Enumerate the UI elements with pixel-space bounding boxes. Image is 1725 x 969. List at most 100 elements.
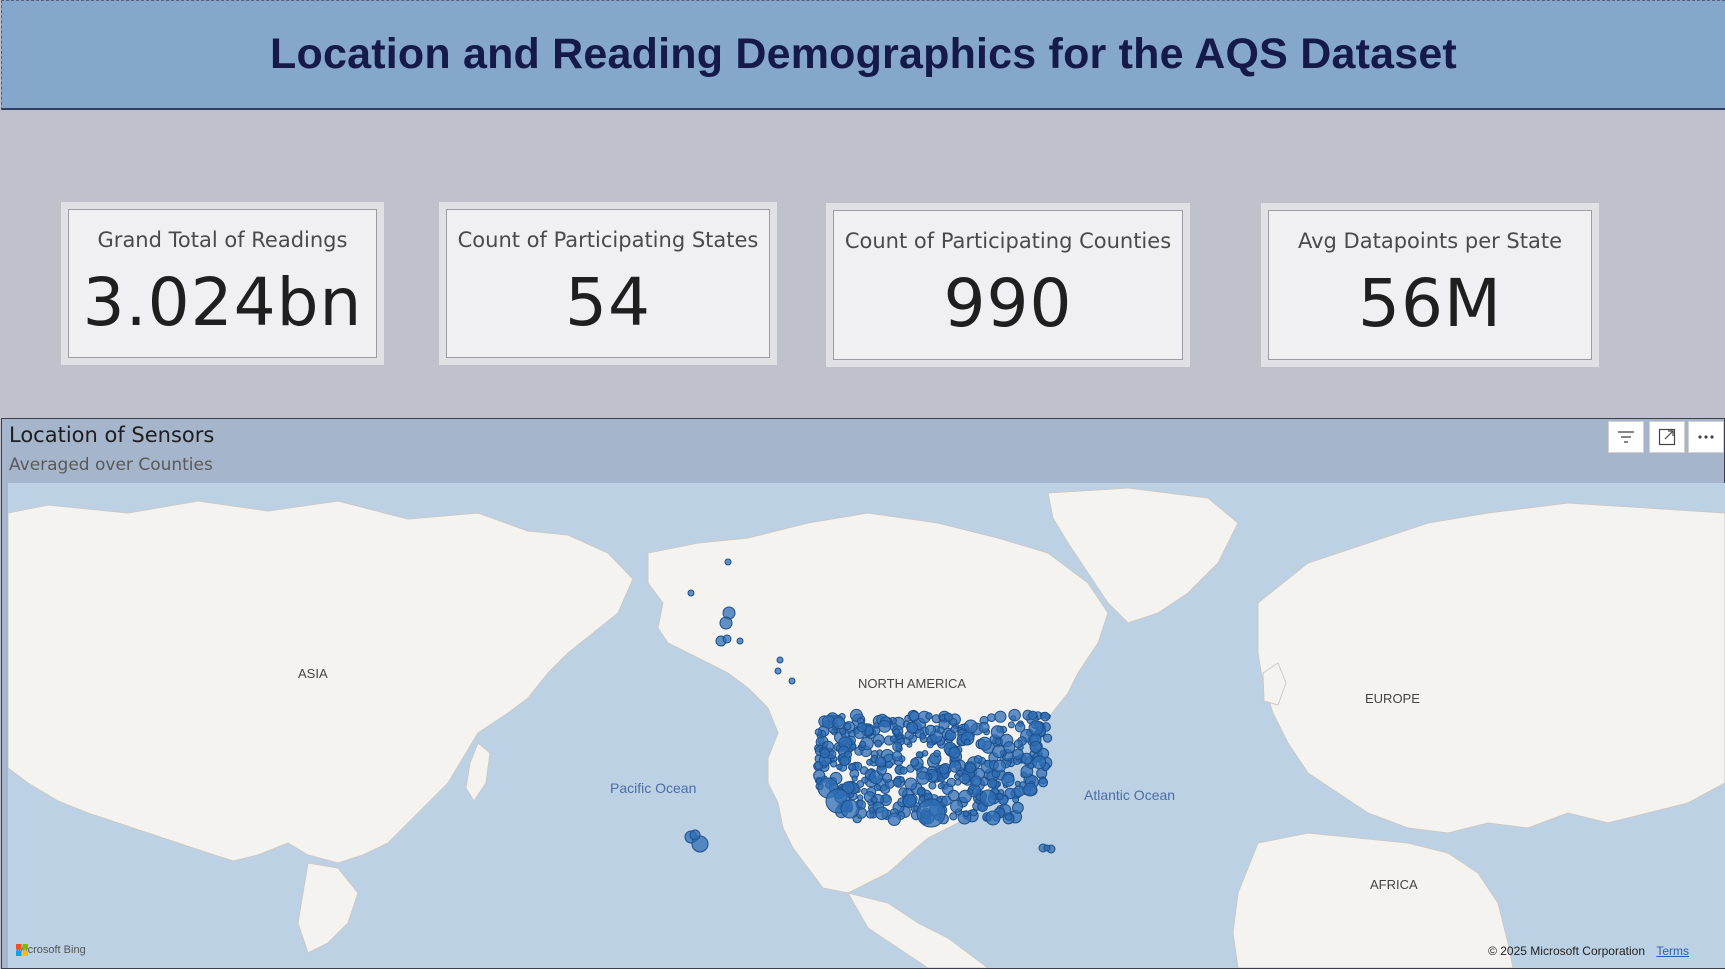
- sensor-bubble[interactable]: [948, 746, 961, 759]
- sensor-bubble[interactable]: [1012, 796, 1020, 804]
- sensor-bubble[interactable]: [925, 724, 937, 736]
- sensor-bubble[interactable]: [933, 749, 941, 758]
- sensor-bubble[interactable]: [892, 777, 902, 787]
- sensor-bubble[interactable]: [889, 735, 897, 743]
- sensor-bubble[interactable]: [1012, 801, 1024, 814]
- sensor-bubble[interactable]: [985, 810, 1001, 826]
- sensor-bubble[interactable]: [774, 667, 782, 675]
- sensor-bubble[interactable]: [987, 778, 998, 789]
- sensor-bubble[interactable]: [994, 710, 1007, 723]
- sensor-bubble[interactable]: [1007, 721, 1015, 729]
- sensor-bubble[interactable]: [689, 829, 701, 841]
- more-options-button[interactable]: [1688, 421, 1724, 453]
- sensor-bubble[interactable]: [776, 656, 784, 664]
- sensor-bubble[interactable]: [992, 744, 1006, 758]
- map-canvas[interactable]: ASIA NORTH AMERICA EUROPE AFRICA Pacific…: [8, 483, 1725, 968]
- sensor-bubble[interactable]: [921, 750, 929, 757]
- sensor-bubble[interactable]: [919, 733, 926, 740]
- sensor-bubble[interactable]: [857, 722, 867, 733]
- sensor-bubble[interactable]: [915, 751, 924, 759]
- sensor-bubble[interactable]: [909, 710, 920, 722]
- sensor-bubble[interactable]: [916, 798, 946, 828]
- sensor-bubble[interactable]: [958, 789, 972, 804]
- sensor-bubble[interactable]: [898, 787, 908, 797]
- sensor-bubble[interactable]: [841, 781, 855, 795]
- sensor-bubble[interactable]: [874, 756, 887, 768]
- sensor-bubble[interactable]: [928, 781, 937, 790]
- sensor-bubble[interactable]: [1040, 711, 1050, 722]
- sensor-bubble[interactable]: [851, 775, 858, 782]
- map-visual[interactable]: Location of Sensors Averaged over Counti…: [1, 418, 1725, 969]
- sensor-bubble[interactable]: [887, 812, 901, 826]
- sensor-bubble[interactable]: [878, 719, 892, 733]
- sensor-bubbles[interactable]: [684, 558, 1056, 854]
- sensor-bubble[interactable]: [870, 796, 878, 804]
- sensor-bubble[interactable]: [939, 764, 950, 775]
- sensor-bubble[interactable]: [839, 756, 850, 767]
- sensor-bubble[interactable]: [848, 763, 857, 772]
- sensor-bubble[interactable]: [904, 777, 918, 791]
- sensor-bubble[interactable]: [916, 787, 926, 796]
- sensor-bubble[interactable]: [943, 712, 953, 722]
- sensor-bubble[interactable]: [1028, 710, 1038, 721]
- sensor-bubble[interactable]: [990, 725, 1005, 739]
- sensor-bubble[interactable]: [910, 757, 920, 767]
- kpi-card-participating-counties[interactable]: Count of Participating Counties 990: [826, 203, 1190, 367]
- sensor-bubble[interactable]: [1001, 773, 1015, 787]
- sensor-bubble[interactable]: [788, 677, 796, 685]
- sensor-bubble[interactable]: [954, 773, 961, 780]
- sensor-bubble[interactable]: [925, 712, 933, 720]
- sensor-bubble[interactable]: [946, 777, 956, 788]
- sensor-bubble[interactable]: [1043, 733, 1053, 743]
- sensor-bubble[interactable]: [874, 739, 883, 748]
- sensor-bubble[interactable]: [885, 760, 893, 769]
- sensor-bubble[interactable]: [950, 799, 963, 813]
- sensor-bubble[interactable]: [899, 766, 908, 775]
- kpi-card-total-readings[interactable]: Grand Total of Readings 3.024bn: [61, 202, 384, 365]
- sensor-bubble[interactable]: [947, 789, 960, 802]
- sensor-bubble[interactable]: [840, 799, 860, 819]
- sensor-bubble[interactable]: [1043, 844, 1051, 852]
- sensor-bubble[interactable]: [736, 637, 744, 645]
- sensor-bubble[interactable]: [987, 713, 996, 723]
- focus-mode-button[interactable]: [1649, 421, 1685, 453]
- kpi-card-avg-datapoints[interactable]: Avg Datapoints per State 56M: [1261, 203, 1599, 367]
- sensor-bubble[interactable]: [814, 728, 823, 736]
- sensor-bubble[interactable]: [882, 772, 893, 783]
- sensor-bubble[interactable]: [902, 794, 917, 808]
- sensor-bubble[interactable]: [994, 738, 1002, 746]
- sensor-bubble[interactable]: [875, 806, 889, 821]
- sensor-bubble[interactable]: [722, 634, 732, 644]
- sensor-bubble[interactable]: [832, 716, 846, 730]
- sensor-bubble[interactable]: [954, 779, 962, 786]
- sensor-bubble[interactable]: [962, 810, 970, 818]
- sensor-bubble[interactable]: [949, 812, 958, 821]
- sensor-bubble[interactable]: [1014, 722, 1026, 733]
- sensor-bubble[interactable]: [719, 616, 733, 630]
- sensor-bubble[interactable]: [861, 776, 869, 784]
- sensor-bubble[interactable]: [937, 726, 945, 734]
- sensor-bubble[interactable]: [891, 751, 903, 762]
- sensor-bubble[interactable]: [970, 808, 978, 817]
- sensor-bubble[interactable]: [1023, 782, 1038, 797]
- sensor-bubble[interactable]: [1032, 755, 1047, 770]
- sensor-bubble[interactable]: [892, 741, 903, 752]
- sensor-bubble[interactable]: [916, 771, 930, 785]
- sensor-bubble[interactable]: [963, 719, 978, 734]
- sensor-bubble[interactable]: [1008, 708, 1021, 722]
- sensor-bubble[interactable]: [963, 738, 971, 746]
- sensor-bubble[interactable]: [1038, 777, 1049, 788]
- sensor-bubble[interactable]: [836, 763, 843, 771]
- sensor-bubble[interactable]: [724, 558, 732, 566]
- sensor-bubble[interactable]: [893, 728, 901, 736]
- sensor-bubble[interactable]: [839, 728, 847, 736]
- sensor-bubble[interactable]: [859, 740, 867, 748]
- sensor-bubble[interactable]: [843, 722, 852, 731]
- sensor-bubble[interactable]: [1029, 740, 1042, 754]
- sensor-bubble[interactable]: [830, 760, 838, 768]
- map-terms-link[interactable]: Terms: [1656, 944, 1689, 958]
- sensor-bubble[interactable]: [948, 760, 962, 773]
- sensor-bubble[interactable]: [857, 794, 864, 801]
- sensor-bubble[interactable]: [860, 788, 868, 795]
- sensor-bubble[interactable]: [1012, 748, 1024, 760]
